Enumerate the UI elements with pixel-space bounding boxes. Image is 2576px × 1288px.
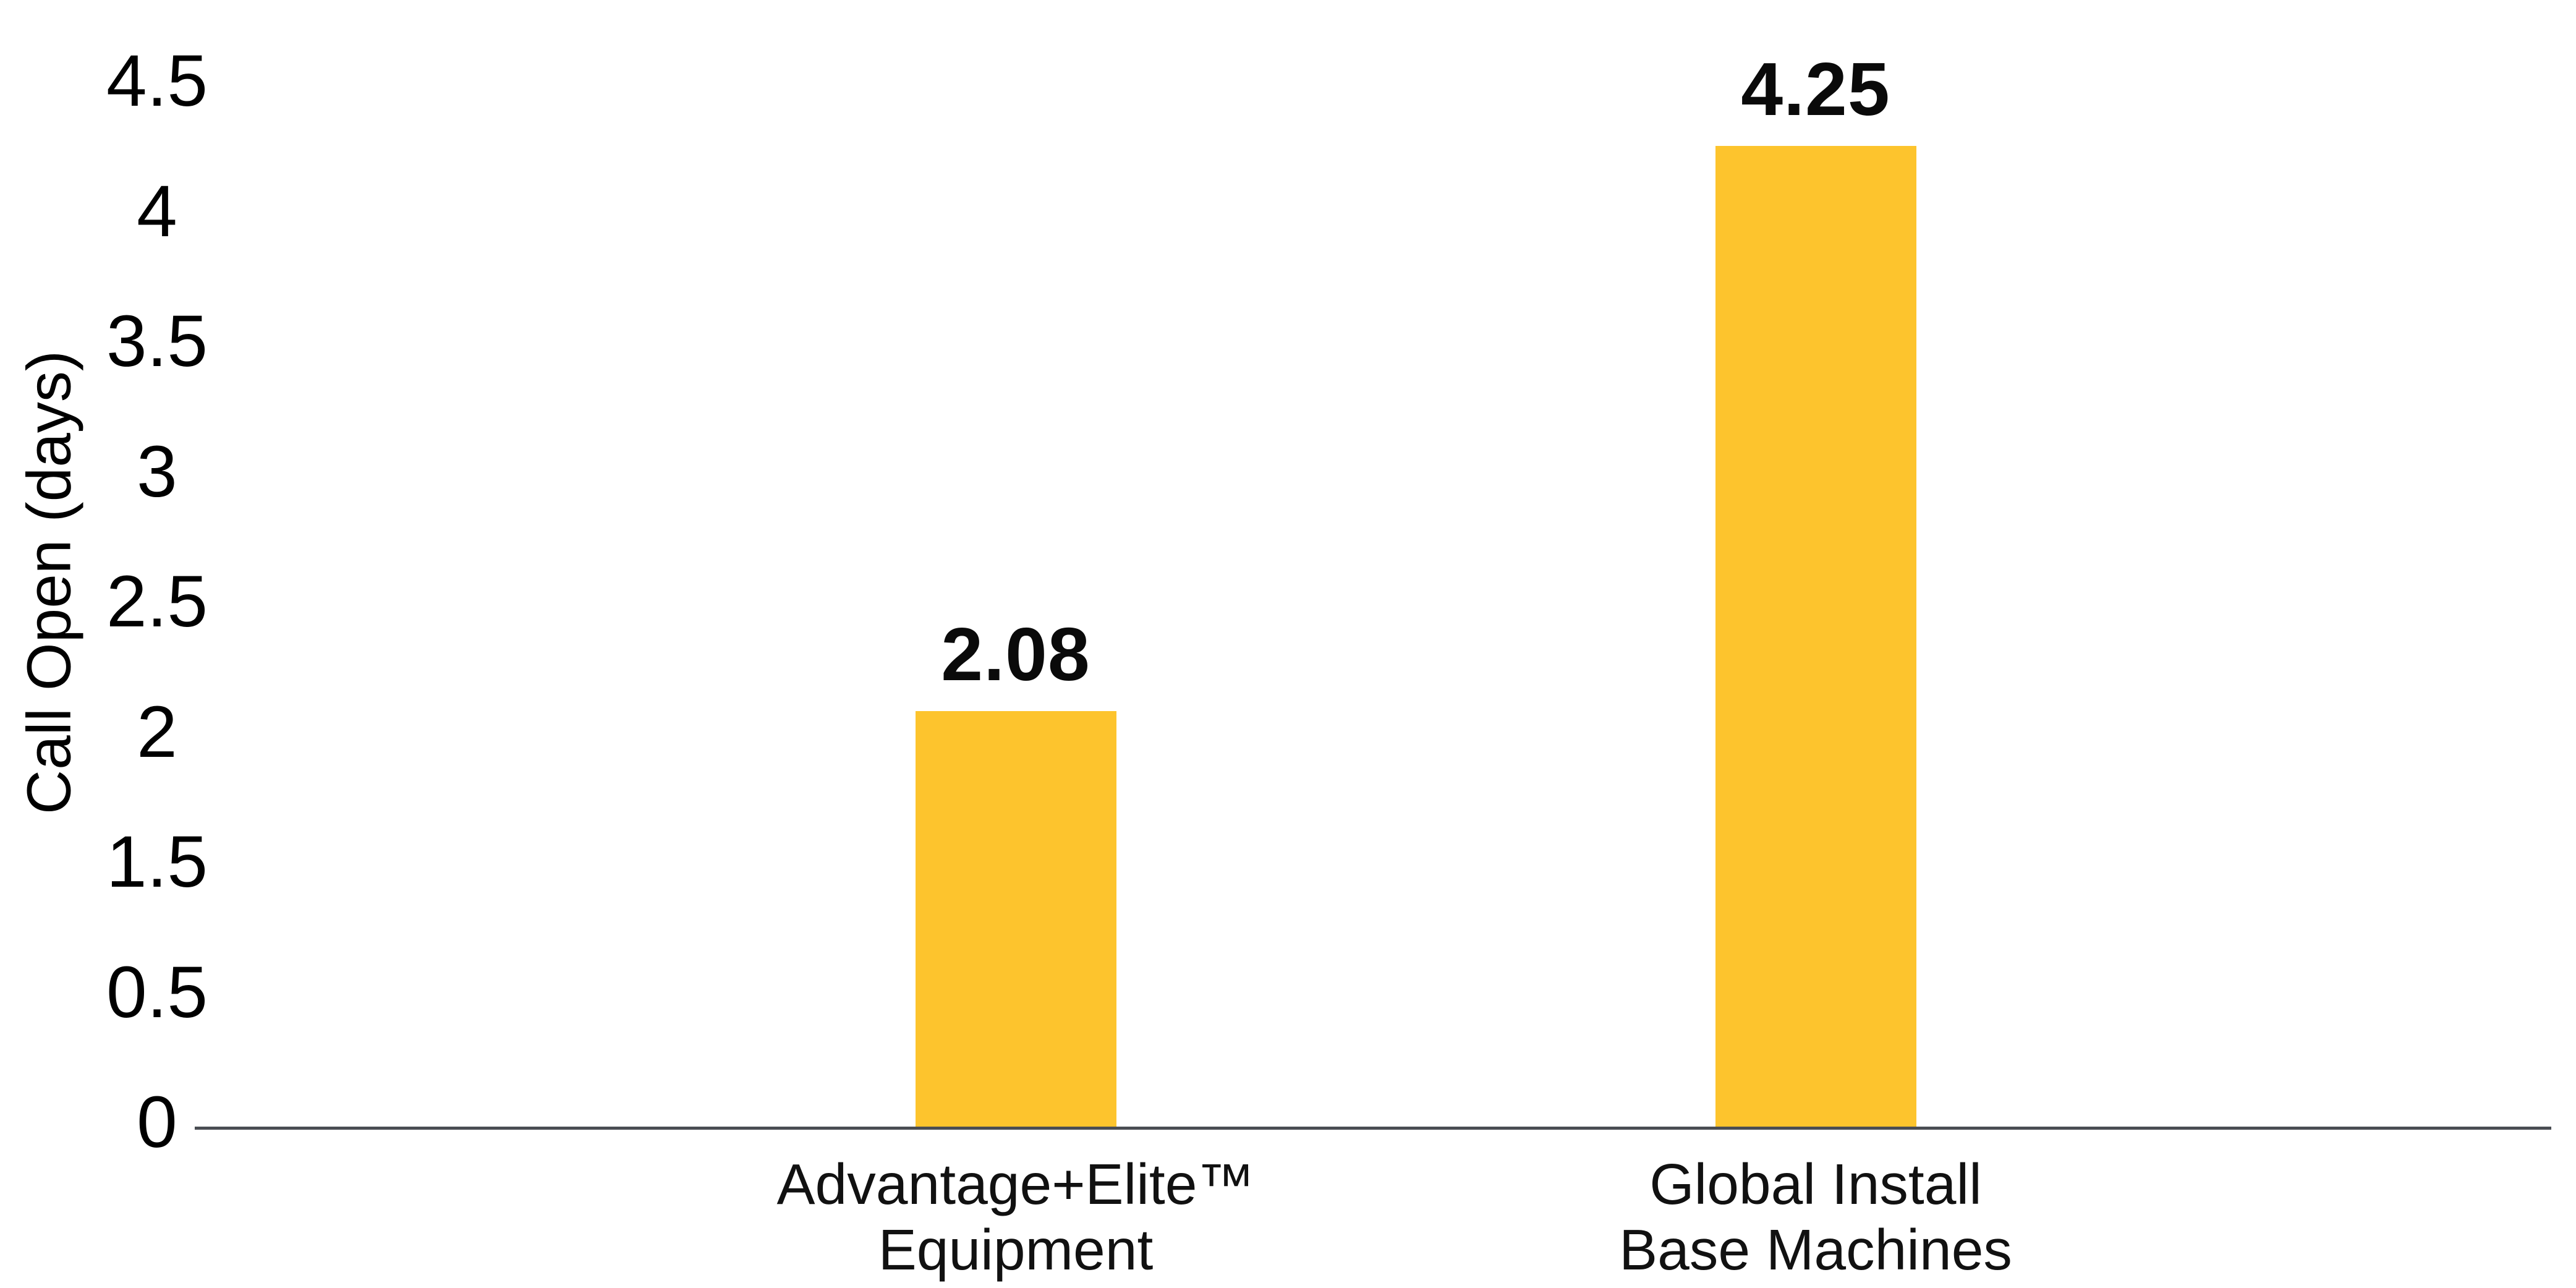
y-tick-label: 2 bbox=[137, 691, 177, 773]
y-tick-label: 4.5 bbox=[106, 40, 208, 122]
y-axis-title: Call Open (days) bbox=[14, 350, 84, 815]
y-tick-label: 3 bbox=[137, 430, 177, 513]
y-tick-label: 1.5 bbox=[106, 821, 208, 903]
x-category-label-line: Advantage+Elite™ bbox=[776, 1152, 1255, 1216]
bar-1 bbox=[915, 710, 1116, 1127]
bar-value-label: 2.08 bbox=[941, 612, 1090, 696]
bar-value-label: 4.25 bbox=[1741, 47, 1890, 132]
bar-2 bbox=[1715, 146, 1916, 1127]
y-tick-label: 3.5 bbox=[106, 301, 208, 382]
y-tick-label: 4 bbox=[137, 170, 177, 252]
x-axis-line bbox=[195, 1127, 2551, 1130]
x-category-label-line: Equipment bbox=[878, 1218, 1154, 1282]
x-category-label-line: Base Machines bbox=[1619, 1218, 2012, 1282]
y-tick-label: 2.5 bbox=[106, 561, 208, 642]
x-category-label: Advantage+Elite™ Equipment bbox=[777, 1151, 1255, 1282]
x-category-label-line: Global Install bbox=[1649, 1152, 1982, 1216]
y-tick-label: 0.5 bbox=[106, 951, 208, 1033]
x-category-label: Global Install Base Machines bbox=[1619, 1151, 2012, 1282]
y-tick-label: 0 bbox=[137, 1081, 177, 1163]
